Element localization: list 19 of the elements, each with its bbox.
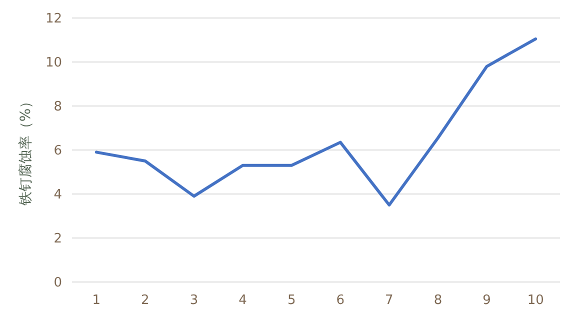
y-tick-label: 8 [54, 100, 62, 115]
y-tick-label: 0 [54, 276, 62, 291]
x-tick-label: 6 [336, 293, 345, 308]
x-tick-label: 1 [92, 293, 101, 308]
y-tick-label: 2 [54, 232, 62, 247]
line-series [94, 37, 538, 206]
x-tick-label: 10 [527, 293, 544, 308]
y-tick-label: 10 [45, 56, 62, 71]
y-axis-title: 铁钉腐蚀率（%） [18, 94, 34, 207]
y-tick-label: 12 [45, 12, 62, 27]
x-tick-label: 2 [141, 293, 150, 308]
y-tick-label: 4 [54, 188, 62, 203]
x-tick-label: 4 [238, 293, 247, 308]
y-tick-label: 6 [54, 144, 62, 159]
x-tick-label: 3 [190, 293, 198, 308]
x-tick-label: 7 [385, 293, 394, 308]
x-tick-label: 9 [482, 293, 491, 308]
x-tick-label: 8 [434, 293, 442, 308]
x-tick-label: 5 [287, 293, 296, 308]
